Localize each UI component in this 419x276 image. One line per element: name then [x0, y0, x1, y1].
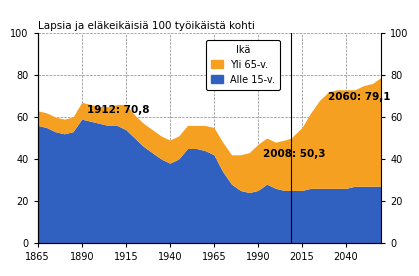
Text: 2008: 50,3: 2008: 50,3 — [263, 149, 326, 159]
Legend: Yli 65-v., Alle 15-v.: Yli 65-v., Alle 15-v. — [206, 40, 280, 89]
Text: Lapsia ja eläkeikäisiä 100 työikäistä kohti: Lapsia ja eläkeikäisiä 100 työikäistä ko… — [38, 21, 255, 31]
Text: 1912: 70,8: 1912: 70,8 — [87, 105, 150, 115]
Text: 2060: 79,1: 2060: 79,1 — [328, 92, 391, 102]
